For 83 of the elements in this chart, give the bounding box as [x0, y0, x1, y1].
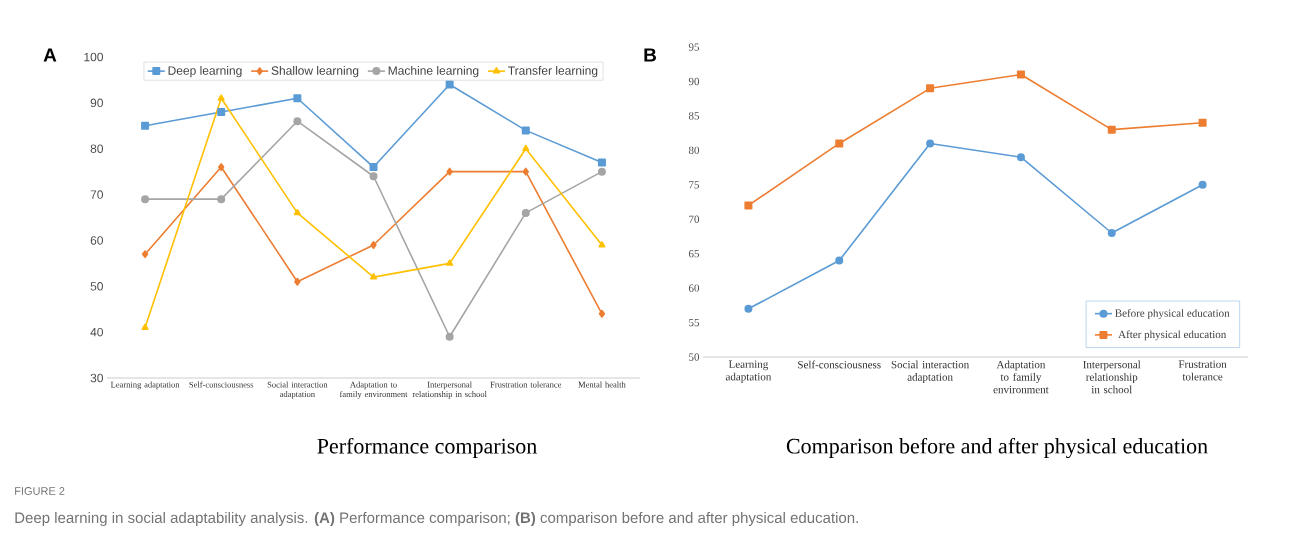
y-tick-label: 90 [688, 77, 700, 86]
point [141, 323, 149, 330]
point [369, 163, 378, 172]
y-tick-label: 60 [688, 284, 700, 292]
point [1016, 70, 1025, 79]
x-tick-label: Self-consciousness [189, 381, 254, 388]
point [369, 172, 378, 181]
point [744, 304, 753, 313]
y-tick-label: 70 [689, 215, 700, 223]
y-tick-label: 50 [90, 282, 104, 291]
y-tick-label: 50 [689, 353, 700, 361]
y-tick-label: 80 [688, 146, 700, 155]
legend-label: Transfer learning [508, 66, 598, 78]
text: Deep learning in social adaptability analysis. (A) Performance comparison; (B) comparison before and after physical education. [15, 512, 858, 526]
x-tick-label: Social interaction adaptation [891, 360, 970, 383]
point [835, 139, 844, 148]
point [217, 94, 225, 101]
x-tick-label: Social interaction adaptation [267, 381, 328, 399]
point [597, 167, 606, 176]
x-tick-label: Learning adaptation [725, 360, 772, 383]
x-tick-label: Frustration tolerance [1178, 360, 1227, 381]
text: Comparison before and after physical education [786, 437, 1208, 459]
legend-label: Before physical education [1115, 309, 1230, 320]
point [598, 241, 606, 248]
y-tick-label: 65 [688, 249, 700, 258]
text: A [43, 48, 57, 62]
x-tick-label: Learning adaptation [110, 381, 180, 390]
point [1198, 118, 1207, 127]
caption: FIGURE 2 [15, 487, 65, 495]
point [446, 259, 454, 266]
point [370, 241, 377, 250]
y-tick-label: 40 [90, 327, 104, 337]
point [294, 277, 301, 286]
point [369, 273, 378, 280]
point [445, 80, 454, 89]
point [521, 126, 530, 135]
point [293, 117, 302, 126]
x-tick-label: Interpersonal relationship in school [1083, 360, 1141, 394]
point [218, 163, 225, 172]
x-tick-label: Mental health [578, 381, 626, 388]
y-tick-label: 30 [90, 373, 104, 383]
y-tick-label: 70 [90, 190, 104, 199]
point [217, 195, 226, 204]
point [522, 167, 529, 176]
point [597, 158, 606, 167]
y-tick-label: 55 [689, 318, 700, 327]
point [521, 208, 530, 217]
x-tick-label: Adaptation to family environment [993, 360, 1049, 394]
y-tick-label: 85 [688, 112, 700, 120]
y-tick-label: 90 [90, 98, 104, 108]
point [522, 144, 530, 152]
point [926, 84, 935, 93]
y-tick-label: 80 [90, 144, 104, 153]
point [1016, 153, 1025, 162]
point [293, 94, 302, 103]
point [926, 139, 935, 148]
text: Performance comparison [317, 437, 537, 459]
point [141, 250, 149, 259]
point [446, 167, 453, 176]
legend-label: After physical education [1118, 330, 1227, 341]
x-tick-label: Frustration tolerance [490, 381, 562, 388]
point [141, 121, 150, 130]
point [744, 201, 753, 210]
x-tick-label: Interpersonal relationship in school [412, 381, 487, 399]
point [1198, 180, 1207, 189]
y-tick-label: 95 [688, 43, 700, 51]
point [141, 195, 150, 204]
point [835, 256, 844, 265]
point [217, 108, 226, 117]
point [1107, 125, 1116, 134]
point [293, 208, 301, 216]
y-tick-label: 100 [84, 52, 104, 62]
point [1107, 229, 1116, 237]
point [598, 309, 606, 318]
legend-label: Deep learning [168, 66, 242, 78]
legend-label: Shallow learning [271, 66, 359, 78]
y-tick-label: 60 [90, 236, 104, 245]
y-tick-label: 75 [689, 181, 700, 189]
legend-label: Machine learning [388, 66, 479, 78]
x-tick-label: Adaptation to family environment [339, 381, 408, 399]
point [445, 332, 454, 341]
x-tick-label: Self-consciousness [798, 360, 881, 369]
text: B [644, 48, 657, 62]
